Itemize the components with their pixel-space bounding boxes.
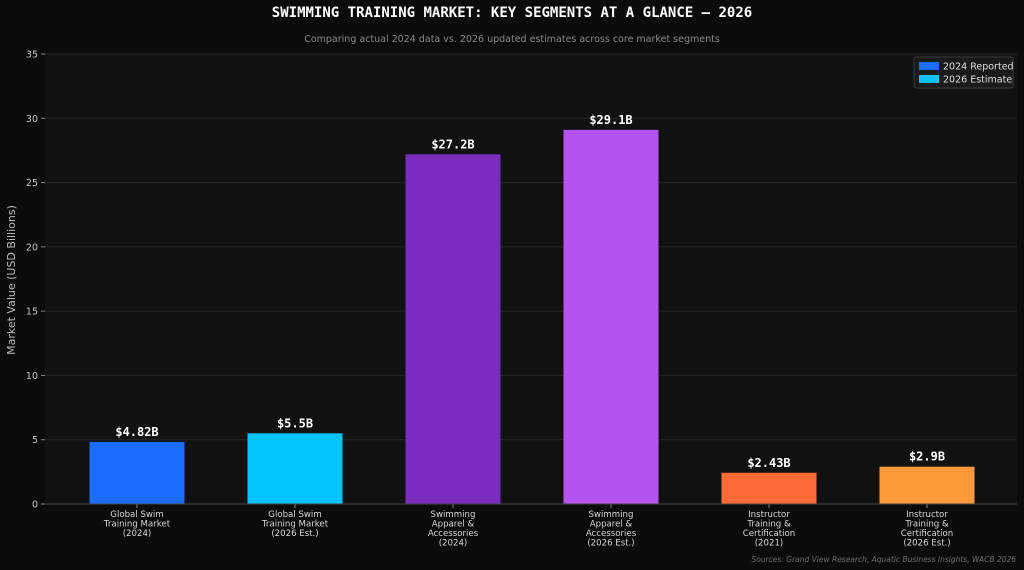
x-tick-label-line: Training Market	[261, 520, 329, 530]
x-tick-label-line: Training &	[746, 520, 791, 530]
x-tick-label-line: (2024)	[439, 539, 468, 549]
legend-label: 2026 Estimate	[943, 75, 1012, 86]
y-tick-label: 0	[32, 500, 38, 511]
y-tick-label: 10	[26, 371, 38, 382]
x-tick-label: Global Swim Training Market (2026 Est.)	[261, 510, 329, 539]
bar-value-label: $2.9B	[909, 450, 945, 464]
x-tick-label-line: Accessories	[586, 529, 637, 539]
bar	[89, 442, 185, 504]
x-tick-label-line: (2026 Est.)	[587, 539, 634, 549]
y-tick-label: 20	[26, 242, 38, 253]
bar-value-label: $5.5B	[277, 416, 313, 430]
chart-subtitle: Comparing actual 2024 data vs. 2026 upda…	[304, 34, 720, 45]
bar	[879, 466, 975, 504]
bar-value-label: $4.82B	[115, 425, 158, 439]
x-tick-label-line: (2026 Est.)	[271, 529, 318, 539]
x-tick-label: Global Swim Training Market (2024)	[103, 510, 171, 539]
legend: 2024 Reported 2026 Estimate	[913, 56, 1014, 89]
x-axis-labels: Global Swim Training Market (2024)Global S…	[103, 504, 953, 549]
x-tick-label-line: (2024)	[123, 529, 152, 539]
x-tick-label-line: Swimming	[431, 510, 476, 520]
x-tick-label-line: Instructor	[906, 510, 948, 520]
bar	[721, 472, 817, 504]
x-tick-label-line: Training Market	[103, 520, 171, 530]
x-tick-label: Instructor Training & Certification (2021)	[743, 510, 795, 549]
source-note: Sources: Grand View Research, Aquatic Bu…	[752, 555, 1017, 564]
x-tick-label-line: (2021)	[755, 539, 784, 549]
legend-swatch	[919, 75, 939, 83]
x-tick-label-line: Training &	[904, 520, 949, 530]
x-tick-label-line: Apparel &	[432, 520, 475, 530]
bar	[247, 433, 343, 504]
y-tick-label: 5	[32, 435, 38, 446]
x-tick-label-line: Certification	[901, 529, 953, 539]
bar-value-label: $29.1B	[589, 113, 632, 127]
x-tick-label-line: Certification	[743, 529, 795, 539]
bar	[405, 154, 501, 505]
bar-value-label: $2.43B	[747, 456, 790, 470]
x-tick-label: Swimming Apparel & Accessories (2024)	[428, 510, 479, 549]
x-tick-label-line: Global Swim	[110, 510, 163, 520]
y-axis-label: Market Value (USD Billions)	[5, 205, 18, 355]
x-tick-label-line: Instructor	[748, 510, 790, 520]
legend-swatch	[919, 62, 939, 70]
x-tick-label: Instructor Training & Certification (2026 E…	[901, 510, 953, 549]
x-tick-label: Swimming Apparel & Accessories (2026 Est.)	[586, 510, 637, 549]
bar-value-label: $27.2B	[431, 137, 474, 151]
y-tick-label: 15	[26, 307, 38, 318]
y-tick-label: 30	[26, 114, 38, 125]
y-tick-label: 25	[26, 178, 38, 189]
x-tick-label-line: Swimming	[589, 510, 634, 520]
y-tick-label: 35	[26, 50, 38, 61]
x-tick-label-line: Global Swim	[268, 510, 321, 520]
plot-area	[45, 54, 1017, 504]
bar	[563, 129, 659, 504]
chart-title: SWIMMING TRAINING MARKET: KEY SEGMENTS A…	[272, 5, 752, 21]
legend-label: 2024 Reported	[943, 62, 1014, 73]
x-tick-label-line: Accessories	[428, 529, 479, 539]
y-axis-ticks: 0 5 10 15 20 25 30 35	[26, 50, 45, 511]
x-tick-label-line: (2026 Est.)	[903, 539, 950, 549]
bars: $4.82B $5.5B $27.2B $29.1B $2.43B $2.9B	[89, 113, 975, 505]
x-tick-label-line: Apparel &	[590, 520, 633, 530]
